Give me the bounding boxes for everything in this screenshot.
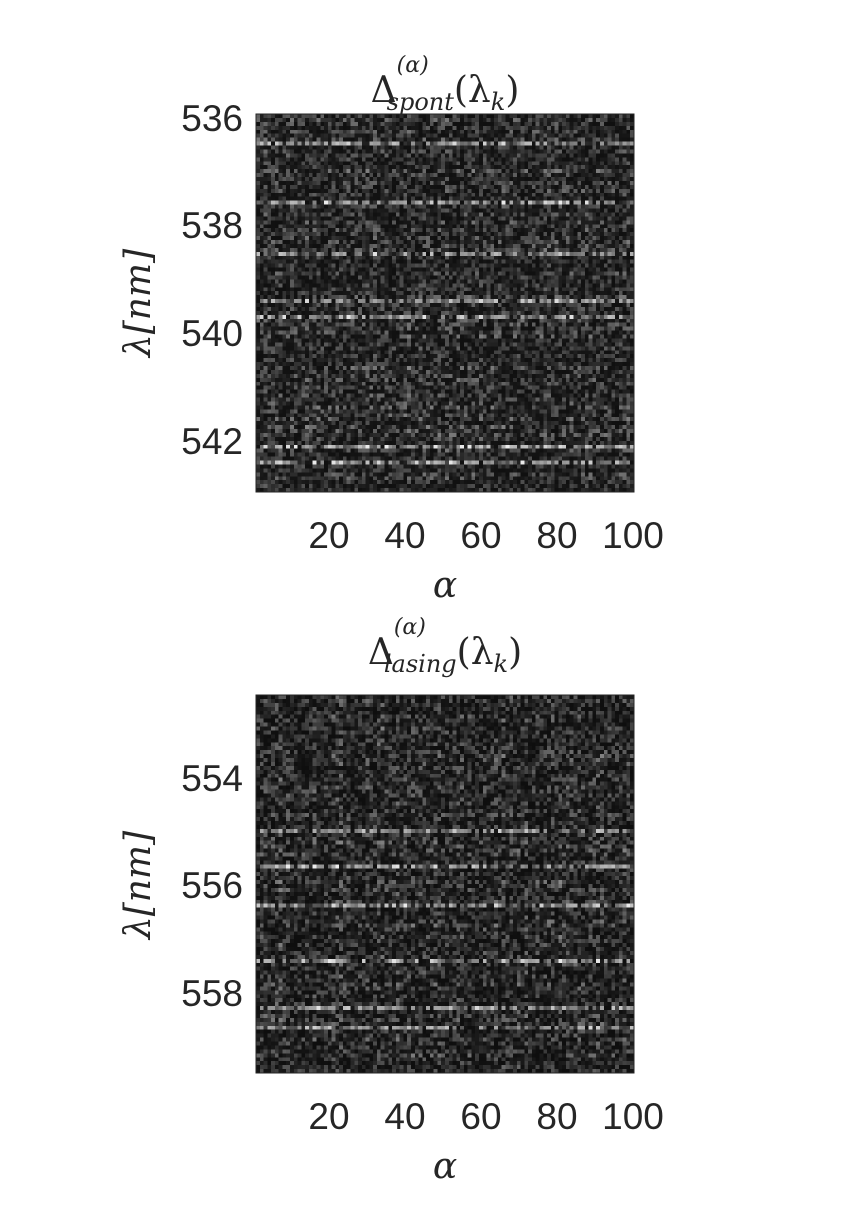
x-tick-80: 80 bbox=[536, 1096, 577, 1137]
title-spont: Δ(α) spont(λk) bbox=[371, 53, 520, 116]
x-tick-80: 80 bbox=[536, 515, 577, 556]
title-superscript: (α) bbox=[394, 615, 426, 640]
x-tick-20: 20 bbox=[308, 515, 349, 556]
x-axis-label-lasing: α bbox=[433, 1146, 457, 1187]
heatmap-spont-panel: Δ(α) spont(λk) 536 538 540 542 λ[nm] 20 4… bbox=[118, 53, 664, 606]
x-axis-lasing: 20 40 60 80 100 α bbox=[308, 1096, 663, 1187]
title-subscript: spont bbox=[387, 88, 455, 116]
y-tick-558: 558 bbox=[181, 973, 243, 1014]
y-axis-spont: 536 538 540 542 λ[nm] bbox=[118, 98, 243, 462]
x-axis-spont: 20 40 60 80 100 α bbox=[308, 515, 663, 606]
y-tick-554: 554 bbox=[181, 758, 243, 799]
y-tick-542: 542 bbox=[181, 421, 243, 462]
y-axis-label-spont: λ[nm] bbox=[118, 248, 159, 359]
heatmap-cells bbox=[256, 114, 634, 492]
y-tick-536: 536 bbox=[181, 98, 243, 139]
plot-frame bbox=[255, 694, 635, 1074]
y-tick-556: 556 bbox=[181, 865, 243, 906]
x-tick-60: 60 bbox=[460, 515, 501, 556]
y-axis-label-lasing: λ[nm] bbox=[118, 830, 159, 941]
heatmap-lasing-panel: Δ(α) lasing(λk) 554 556 558 λ[nm] 20 40 6… bbox=[118, 615, 664, 1187]
x-tick-100: 100 bbox=[602, 1096, 664, 1137]
title-superscript: (α) bbox=[397, 53, 429, 78]
x-tick-40: 40 bbox=[384, 1096, 425, 1137]
x-tick-20: 20 bbox=[308, 1096, 349, 1137]
x-axis-label-spont: α bbox=[433, 565, 457, 606]
title-argument-sub: k bbox=[491, 88, 506, 116]
title-argument-close: ) bbox=[505, 70, 519, 111]
x-tick-100: 100 bbox=[602, 515, 664, 556]
heatmap-cells bbox=[256, 695, 634, 1073]
title-symbol: Δ bbox=[368, 632, 394, 673]
title-symbol: Δ bbox=[371, 70, 397, 111]
x-tick-40: 40 bbox=[384, 515, 425, 556]
title-lasing: Δ(α) lasing(λk) bbox=[368, 615, 522, 678]
y-axis-lasing: 554 556 558 λ[nm] bbox=[118, 758, 243, 1014]
title-argument: (λ bbox=[454, 70, 491, 111]
plot-frame bbox=[255, 113, 635, 493]
heatmap-spont-plot bbox=[255, 113, 635, 493]
x-tick-60: 60 bbox=[460, 1096, 501, 1137]
title-subscript: lasing bbox=[384, 650, 457, 678]
title-argument-close: ) bbox=[508, 632, 522, 673]
title-argument-sub: k bbox=[494, 650, 509, 678]
heatmap-lasing-plot bbox=[255, 694, 635, 1074]
y-tick-540: 540 bbox=[181, 313, 243, 354]
y-tick-538: 538 bbox=[181, 205, 243, 246]
title-argument: (λ bbox=[457, 632, 494, 673]
